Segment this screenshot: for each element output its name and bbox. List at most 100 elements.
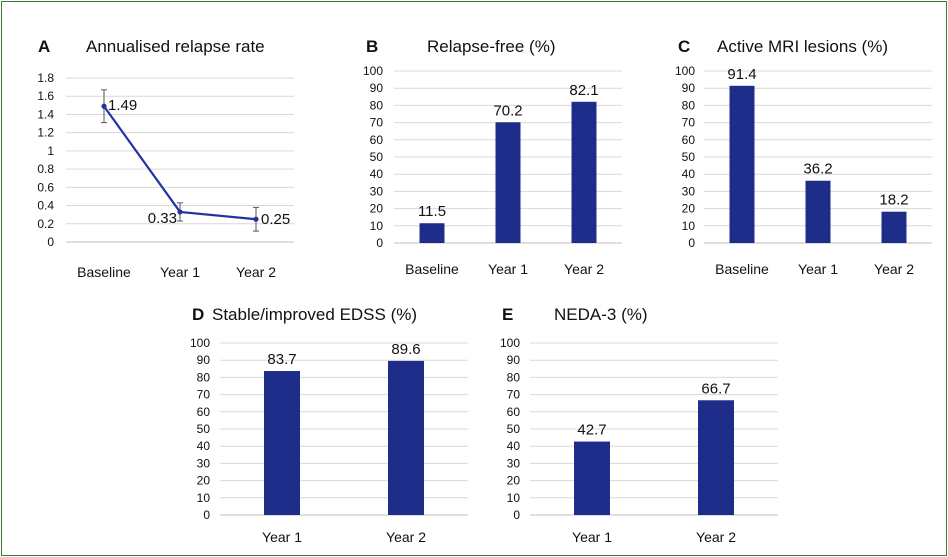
bar [419, 223, 445, 243]
y-tick-label: 70 [507, 388, 521, 402]
chart-title: Annualised relapse rate [86, 37, 265, 56]
x-tick-label: Year 1 [572, 529, 612, 545]
y-tick-label: 50 [682, 150, 696, 164]
y-tick-label: 60 [370, 133, 384, 147]
series-line [103, 105, 257, 221]
x-tick-label: Year 2 [874, 261, 914, 277]
y-tick-label: 80 [197, 370, 211, 384]
data-label: 70.2 [493, 102, 522, 119]
y-tick-label: 80 [370, 98, 384, 112]
chart-title: Relapse-free (%) [427, 37, 556, 56]
data-point [101, 103, 107, 109]
y-tick-label: 0 [688, 236, 695, 250]
x-tick-label: Year 2 [386, 529, 426, 545]
y-tick-label: 0 [203, 508, 210, 522]
y-tick-label: 10 [682, 219, 696, 233]
y-tick-label: 20 [370, 202, 384, 216]
data-point [253, 216, 259, 222]
data-label: 42.7 [577, 422, 606, 439]
chart-title: Active MRI lesions (%) [717, 37, 888, 56]
chart-panel-b: B Relapse-free (%) 0 10 20 30 40 50 60 70 80 90 100 B… [363, 37, 622, 277]
y-tick-label: 70 [682, 116, 696, 130]
y-tick-label: 30 [197, 456, 211, 470]
y-tick-label: 30 [370, 184, 384, 198]
bar [698, 400, 734, 515]
chart-panel-d: D Stable/improved EDSS (%) 0 10 20 30 40 50 60 70… [190, 305, 468, 545]
x-tick-label: Baseline [405, 261, 459, 277]
y-tick-label: 90 [682, 81, 696, 95]
y-tick-label: 30 [682, 184, 696, 198]
data-label: 18.2 [879, 192, 908, 209]
data-label: 89.6 [391, 341, 420, 358]
y-tick-label: 0.4 [37, 199, 54, 213]
y-tick-label: 100 [190, 336, 210, 350]
y-tick-label: 20 [507, 474, 521, 488]
chart-panel-c: C Active MRI lesions (%) 0 10 20 30 40 50 60 70 80… [675, 37, 932, 277]
bar [495, 122, 521, 243]
y-tick-label: 90 [507, 353, 521, 367]
y-tick-label: 90 [370, 81, 384, 95]
y-tick-label: 1.6 [37, 89, 54, 103]
y-tick-label: 40 [370, 167, 384, 181]
y-tick-label: 0 [47, 235, 54, 249]
x-tick-label: Baseline [77, 264, 131, 280]
data-label: 91.4 [727, 66, 756, 83]
y-tick-label: 50 [197, 422, 211, 436]
bar [388, 360, 424, 515]
y-tick-label: 1.8 [37, 71, 54, 85]
y-tick-label: 10 [507, 491, 521, 505]
bar [881, 211, 907, 243]
chart-title: Stable/improved EDSS (%) [212, 305, 417, 324]
y-tick-label: 40 [507, 439, 521, 453]
x-tick-label: Year 2 [696, 529, 736, 545]
x-tick-label: Year 2 [564, 261, 604, 277]
y-tick-label: 20 [682, 202, 696, 216]
y-tick-label: 10 [197, 491, 211, 505]
x-tick-label: Year 1 [262, 529, 302, 545]
panel-letter: A [38, 37, 50, 56]
data-label: 0.25 [261, 211, 290, 228]
y-tick-label: 1 [47, 144, 54, 158]
x-tick-label: Year 2 [236, 264, 276, 280]
y-tick-label: 40 [682, 167, 696, 181]
y-tick-label: 30 [507, 456, 521, 470]
y-tick-label: 0.2 [37, 217, 54, 231]
panel-letter: B [366, 37, 378, 56]
y-tick-label: 100 [675, 64, 695, 78]
x-tick-label: Year 1 [488, 261, 528, 277]
chart-title: NEDA-3 (%) [554, 305, 648, 324]
y-tick-label: 0.8 [37, 162, 54, 176]
y-tick-label: 70 [370, 116, 384, 130]
y-tick-label: 40 [197, 439, 211, 453]
panel-letter: D [192, 305, 204, 324]
y-tick-label: 80 [507, 370, 521, 384]
data-point [177, 209, 183, 215]
y-tick-label: 10 [370, 219, 384, 233]
y-tick-label: 0 [513, 508, 520, 522]
y-tick-label: 0.6 [37, 180, 54, 194]
y-tick-label: 80 [682, 98, 696, 112]
chart-panel-e: E NEDA-3 (%) 0 10 20 30 40 50 60 70 80 90 100 Year 1 Y… [500, 305, 778, 545]
data-label: 0.33 [148, 210, 177, 227]
y-tick-label: 100 [500, 336, 520, 350]
x-tick-label: Year 1 [798, 261, 838, 277]
data-label: 66.7 [701, 380, 730, 397]
y-tick-label: 50 [507, 422, 521, 436]
data-label: 1.49 [108, 97, 137, 114]
y-tick-label: 70 [197, 388, 211, 402]
y-tick-label: 60 [682, 133, 696, 147]
x-tick-label: Year 1 [160, 264, 200, 280]
data-label: 82.1 [569, 82, 598, 99]
y-tick-label: 90 [197, 353, 211, 367]
chart-panel-a: A Annualised relapse rate 0 0.2 0.4 0.6 0.8 1 1.… [37, 37, 294, 280]
y-tick-label: 60 [507, 405, 521, 419]
y-tick-label: 60 [197, 405, 211, 419]
bar [264, 371, 300, 515]
y-tick-label: 100 [363, 64, 383, 78]
bar [571, 101, 597, 244]
y-tick-label: 1.4 [37, 107, 54, 121]
x-tick-label: Baseline [715, 261, 769, 277]
bar [574, 441, 610, 515]
